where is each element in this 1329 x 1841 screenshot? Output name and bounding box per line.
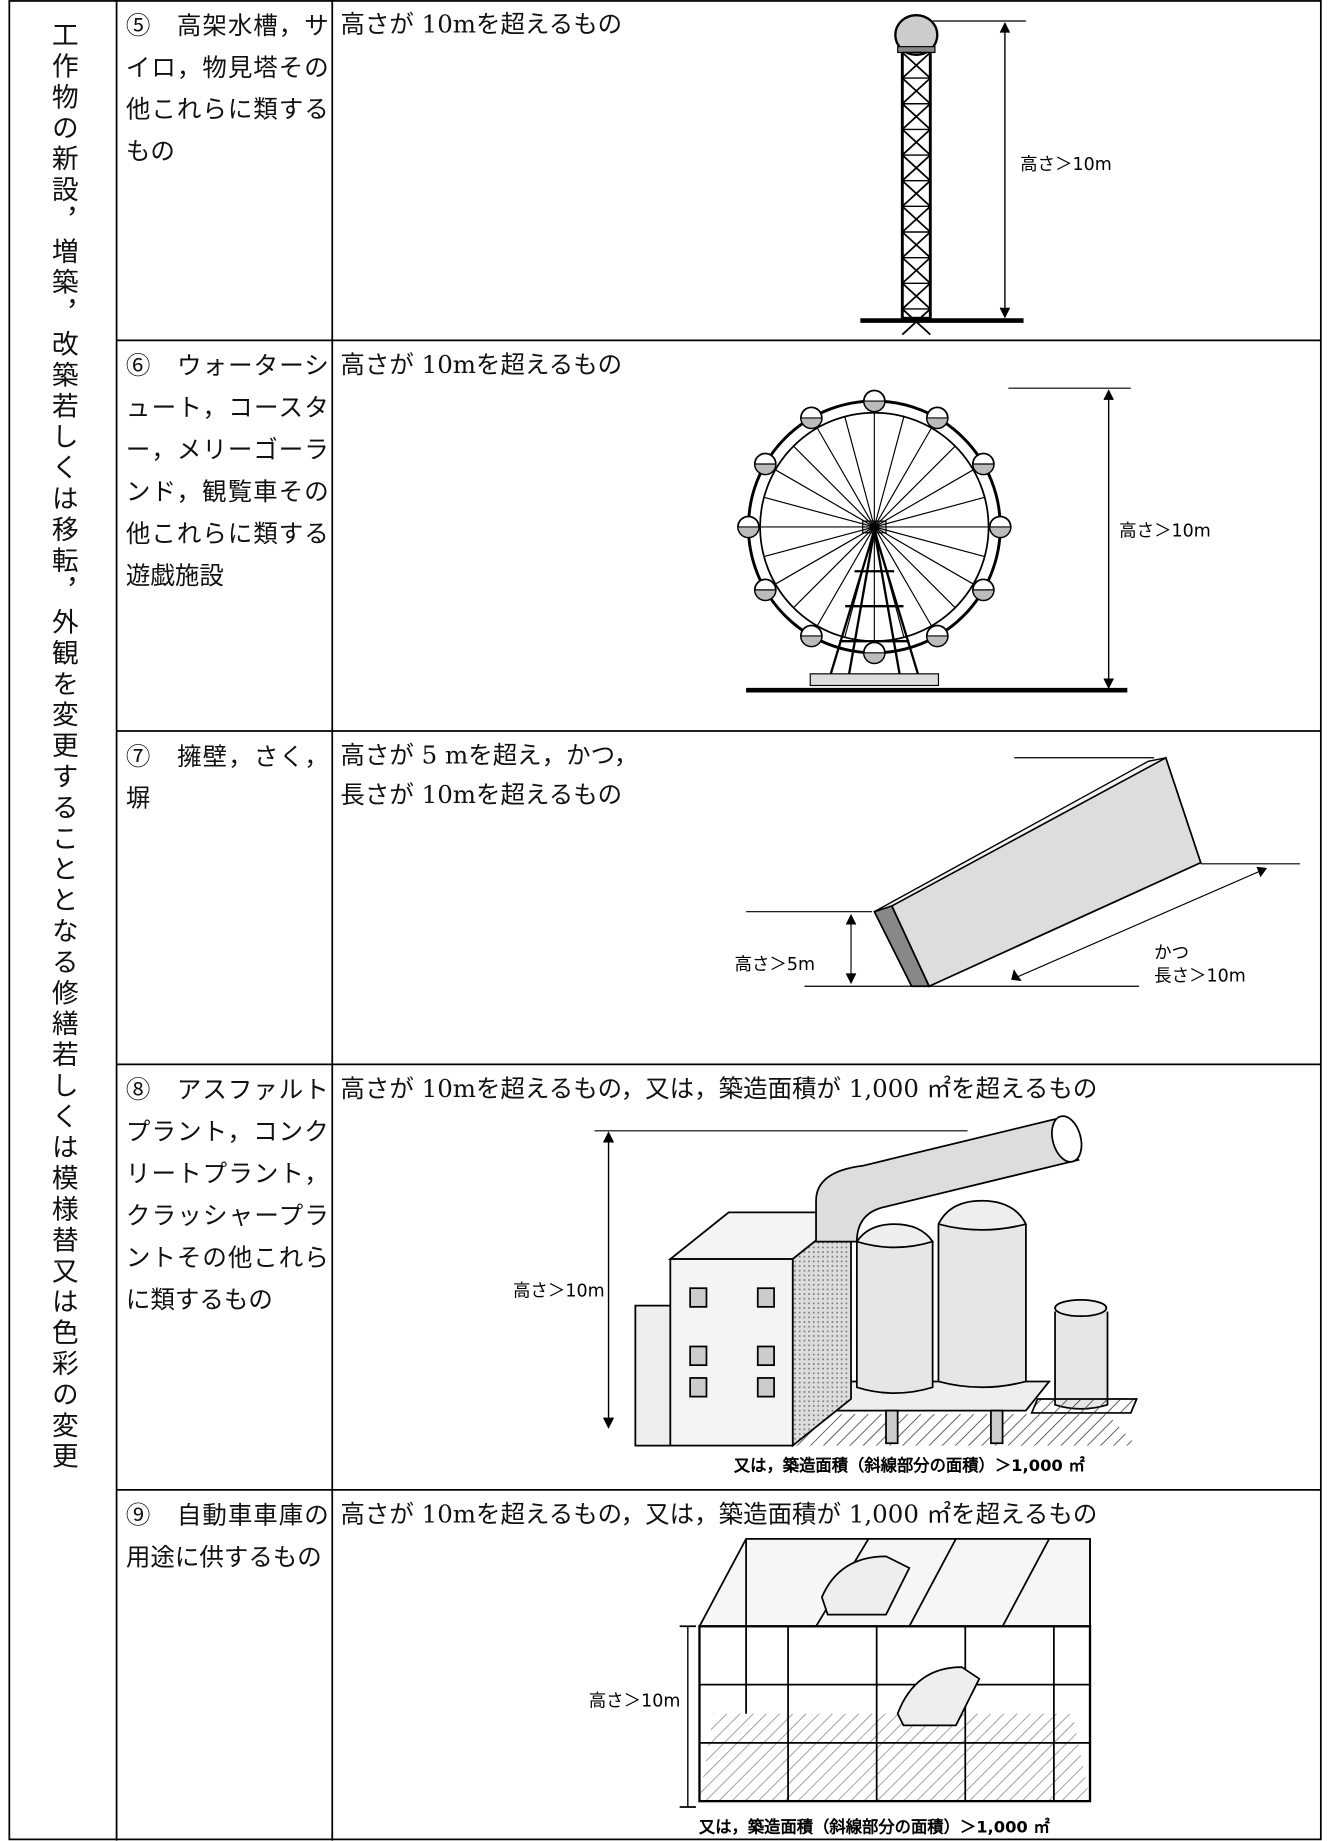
figure-label: 長さ＞10m [1154, 967, 1246, 987]
figure-detail [873, 526, 905, 638]
ferris-wheel-figure: 高さ＞10m [737, 387, 1211, 693]
criteria-line: 高さが 10mを超えるもの，又は，築造面積が 1,000 ㎡を超えるもの [340, 1074, 1098, 1103]
criteria-line: 高さが 10mを超えるもの [340, 350, 623, 379]
row-name: ⑤ 高架水槽，サイロ，物見塔その他これらに類するもの [125, 11, 329, 166]
figure-detail [926, 417, 949, 429]
figure-detail [775, 526, 875, 585]
figure-detail [754, 463, 777, 475]
figure-detail [874, 469, 974, 528]
figure-detail [863, 652, 886, 664]
figure-detail [873, 427, 932, 528]
figure-detail [901, 282, 931, 310]
figure-detail [844, 416, 875, 528]
figure-detail [901, 180, 931, 207]
row-name: ⑧ アスファルトプラント，コンクリートプラント，クラッシャープラントその他これら… [125, 1076, 329, 1314]
figure-label: 高さ＞10m [1020, 155, 1112, 175]
criteria: 高さが 10mを超えるもの [340, 5, 622, 45]
figure-detail [926, 635, 949, 647]
criteria-line: 高さが 5 mを超え，かつ， [340, 741, 639, 770]
criteria: 高さが 5 mを超え，かつ， 長さが 10mを超えるもの [340, 736, 638, 815]
figure-detail [793, 526, 875, 609]
garage-figure: 高さ＞10m 又は，築造面積（斜線部分の面積）＞1,000 ㎡ [589, 1537, 1092, 1837]
tower-figure: 高さ＞10m [860, 13, 1112, 336]
figure-label: 高さ＞10m [513, 1281, 605, 1301]
figure-label: かつ [1154, 943, 1189, 963]
figure-detail [873, 526, 932, 627]
figure-detail [873, 445, 956, 528]
row-name: ⑥ ウォーターシュート，コースター，メリーゴーランド，観覧車その他これらに類する… [125, 352, 329, 590]
figure-detail [800, 417, 823, 429]
figure-label: 高さ＞5m [734, 955, 815, 975]
figure-detail [901, 308, 931, 336]
figure-detail [901, 128, 931, 156]
criteria-line: 高さが 10mを超えるもの [340, 10, 623, 39]
row-name: ⑦ 擁壁，さく，塀 [125, 742, 329, 813]
criteria: 高さが 10mを超えるもの [340, 345, 622, 385]
figure-detail [901, 154, 931, 182]
figure-label: 又は，築造面積（斜線部分の面積）＞1,000 ㎡ [733, 1456, 1086, 1475]
figure-detail [873, 526, 956, 609]
figure-detail [763, 496, 875, 528]
criteria-line: 高さが 10mを超えるもの，又は，築造面積が 1,000 ㎡を超えるもの [340, 1500, 1098, 1529]
figure-detail [816, 427, 875, 528]
figure-detail [737, 526, 760, 538]
figure-detail [901, 205, 931, 233]
figure-detail [874, 496, 985, 528]
criteria: 高さが 10mを超えるもの，又は，築造面積が 1,000 ㎡を超えるもの [340, 1069, 1097, 1109]
criteria-line: 長さが 10mを超えるもの [340, 781, 623, 810]
figure-detail [775, 469, 875, 528]
figure-detail [901, 51, 931, 79]
figure-detail [874, 526, 974, 585]
figure-detail [989, 526, 1012, 538]
criteria: 高さが 10mを超えるもの，又は，築造面積が 1,000 ㎡を超えるもの [340, 1495, 1097, 1535]
figure-detail [901, 77, 931, 105]
figure-detail [800, 635, 823, 647]
figure-detail [793, 445, 875, 528]
figure-detail [844, 526, 875, 638]
figure-detail [972, 463, 995, 475]
figure-label: 又は，築造面積（斜線部分の面積）＞1,000 ㎡ [698, 1818, 1051, 1837]
figure-detail [901, 231, 931, 259]
side-label: 工作物の新設，増築，改築若しくは移転，外観を変更することとなる修繕若しくは模様替… [46, 20, 77, 1473]
figure-label: 高さ＞10m [589, 1692, 681, 1712]
figure-detail [763, 526, 875, 558]
figure-detail [873, 416, 905, 528]
figure-detail [901, 256, 931, 284]
figure-detail [901, 103, 931, 131]
retaining-wall-figure: 高さ＞5m かつ 長さ＞10m [734, 756, 1300, 988]
figure-detail [874, 526, 985, 558]
row-name: ⑨ 自動車車庫の用途に供するもの [125, 1501, 329, 1572]
figure-detail [754, 589, 777, 601]
figure-detail [816, 526, 875, 627]
plant-figure: 高さ＞10m 又は，築造面積（斜線部分の面積）＞1,000 ㎡ [513, 1115, 1138, 1475]
figure-label: 高さ＞10m [1119, 521, 1211, 541]
figure-detail [863, 400, 886, 413]
figure-detail [972, 589, 995, 601]
table-grid [8, 0, 1322, 1841]
